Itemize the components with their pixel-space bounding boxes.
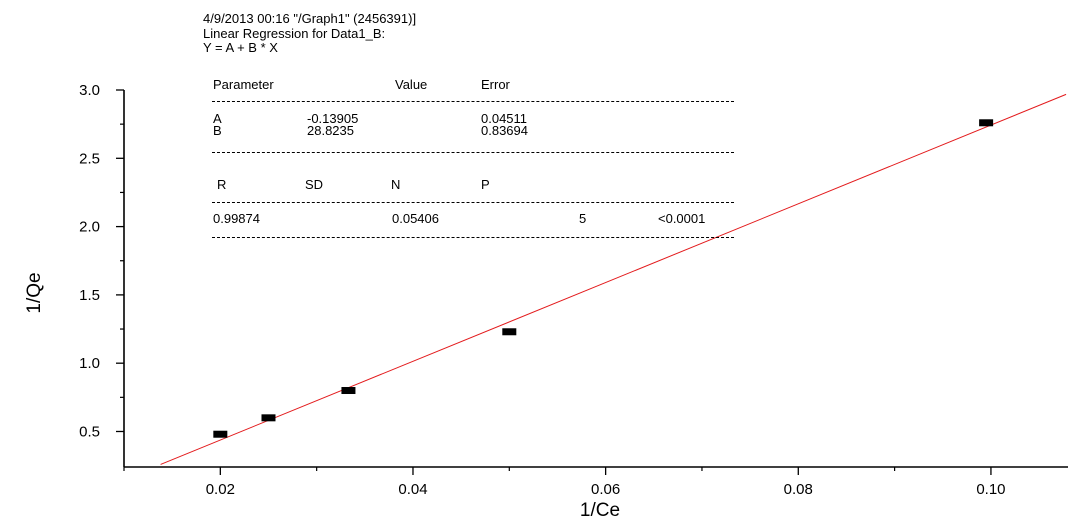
- x-tick-label: 0.02: [206, 481, 235, 498]
- dashed-rule: [212, 152, 734, 153]
- stat-n-value: 5: [579, 211, 587, 226]
- axes: [123, 90, 1068, 468]
- y-tick-label: 3.0: [79, 82, 100, 99]
- stat-sd-value: 0.05406: [392, 211, 439, 226]
- y-tick-label: 1.0: [79, 355, 100, 372]
- y-tick-label: 2.5: [79, 150, 100, 167]
- param-a-error: 0.04511: [481, 111, 528, 126]
- y-tick-label: 0.5: [79, 423, 100, 440]
- x-tick-label: 0.04: [398, 481, 427, 498]
- x-tick-label: 0.10: [976, 481, 1005, 498]
- param-header-parameter: Parameter: [213, 77, 274, 92]
- stat-header-r: R: [217, 177, 227, 192]
- y-tick-label: 2.0: [79, 219, 100, 236]
- param-a-value: -0.13905: [307, 111, 359, 126]
- report-header-line-2: Linear Regression for Data1_B:: [203, 26, 386, 41]
- data-point: [979, 119, 994, 127]
- y-tick-label: 1.5: [79, 287, 100, 304]
- dashed-rule: [212, 101, 734, 102]
- data-point: [502, 328, 517, 336]
- stat-header-sd: SD: [305, 177, 324, 192]
- param-a-name: A: [213, 111, 222, 126]
- data-point: [261, 414, 276, 422]
- param-header-value: Value: [395, 77, 428, 92]
- stat-header-p: P: [481, 177, 490, 192]
- data-points: [213, 119, 994, 438]
- data-point: [213, 430, 228, 438]
- fit-line: [160, 93, 1067, 465]
- y-axis-label: 1/Qe: [24, 272, 45, 313]
- param-b-error: 0.83694: [481, 123, 528, 138]
- ticks: 0.02 0.04 0.06 0.08 0.10 0.5 1.0 1.5 2.0 2.5 3.0: [79, 82, 1005, 498]
- data-point: [341, 387, 356, 395]
- stat-r-value: 0.99874: [213, 211, 260, 226]
- stat-p-value: <0.0001: [658, 211, 706, 226]
- param-header-error: Error: [481, 77, 510, 92]
- stat-header-n: N: [391, 177, 401, 192]
- report-header-line-3: Y = A + B * X: [203, 40, 278, 55]
- x-axis-label: 1/Ce: [580, 500, 620, 521]
- param-b-value: 28.8235: [307, 123, 354, 138]
- dashed-rule: [212, 237, 734, 238]
- fit-line-group: [160, 93, 1067, 465]
- param-b-name: B: [213, 123, 222, 138]
- x-tick-label: 0.08: [784, 481, 813, 498]
- report-header-line-1: 4/9/2013 00:16 "/Graph1" (2456391)]: [203, 11, 417, 26]
- dashed-rule: [212, 202, 734, 203]
- x-tick-label: 0.06: [591, 481, 620, 498]
